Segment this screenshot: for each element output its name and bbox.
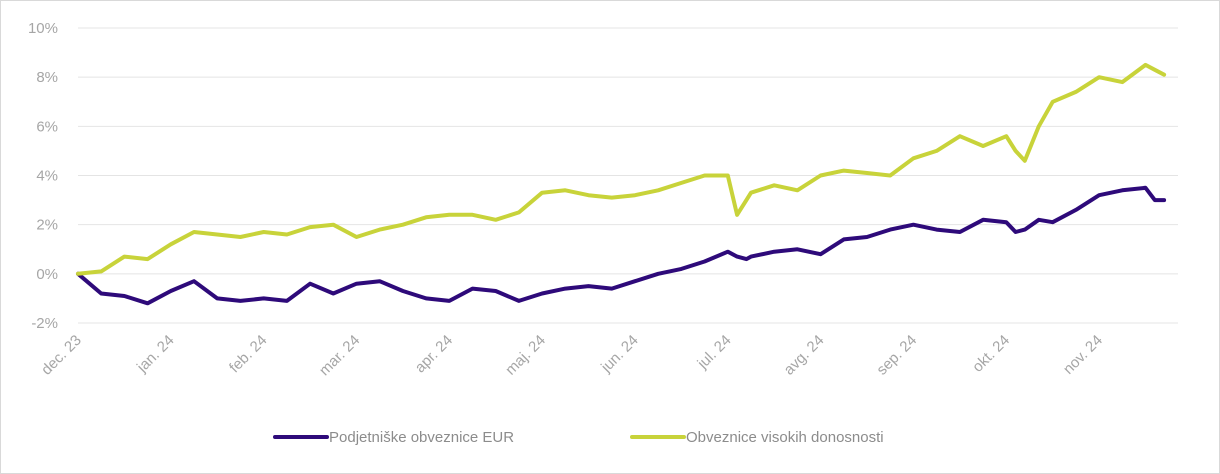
x-tick-label: sep. 24 xyxy=(873,332,920,379)
x-tick-label: avg. 24 xyxy=(781,332,828,379)
x-tick-label: maj. 24 xyxy=(502,332,549,379)
x-axis-ticks: dec. 23 jan. 24 feb. 24 mar. 24 apr. 24 maj. … xyxy=(38,332,1106,379)
legend-label: Obveznice visokih donosnosti xyxy=(686,429,884,446)
y-axis-ticks: -2% 0% 2% 4% 6% 8% 10% xyxy=(28,20,58,332)
y-tick-label: 10% xyxy=(28,20,58,37)
series-line-1 xyxy=(76,185,1167,306)
x-tick-label: dec. 23 xyxy=(38,332,85,379)
series-line-2 xyxy=(76,62,1167,276)
x-tick-label: nov. 24 xyxy=(1060,332,1106,378)
x-tick-label: mar. 24 xyxy=(316,332,363,379)
x-tick-label: okt. 24 xyxy=(969,332,1013,376)
x-tick-label: jul. 24 xyxy=(694,332,735,373)
y-tick-label: 2% xyxy=(36,217,58,234)
x-tick-label: jan. 24 xyxy=(133,332,178,377)
x-tick-label: apr. 24 xyxy=(412,332,456,376)
x-tick-label: jun. 24 xyxy=(597,332,642,377)
series-lines xyxy=(76,62,1167,306)
y-tick-label: 8% xyxy=(36,69,58,86)
y-tick-label: 6% xyxy=(36,118,58,135)
y-tick-label: -2% xyxy=(31,315,58,332)
x-tick-label: feb. 24 xyxy=(226,332,270,376)
legend-label: Podjetniške obveznice EUR xyxy=(329,429,514,446)
legend: Podjetniške obveznice EUR Obveznice visok… xyxy=(273,429,884,446)
grid-lines xyxy=(78,27,1178,324)
y-tick-label: 4% xyxy=(36,168,58,185)
y-tick-label: 0% xyxy=(36,266,58,283)
